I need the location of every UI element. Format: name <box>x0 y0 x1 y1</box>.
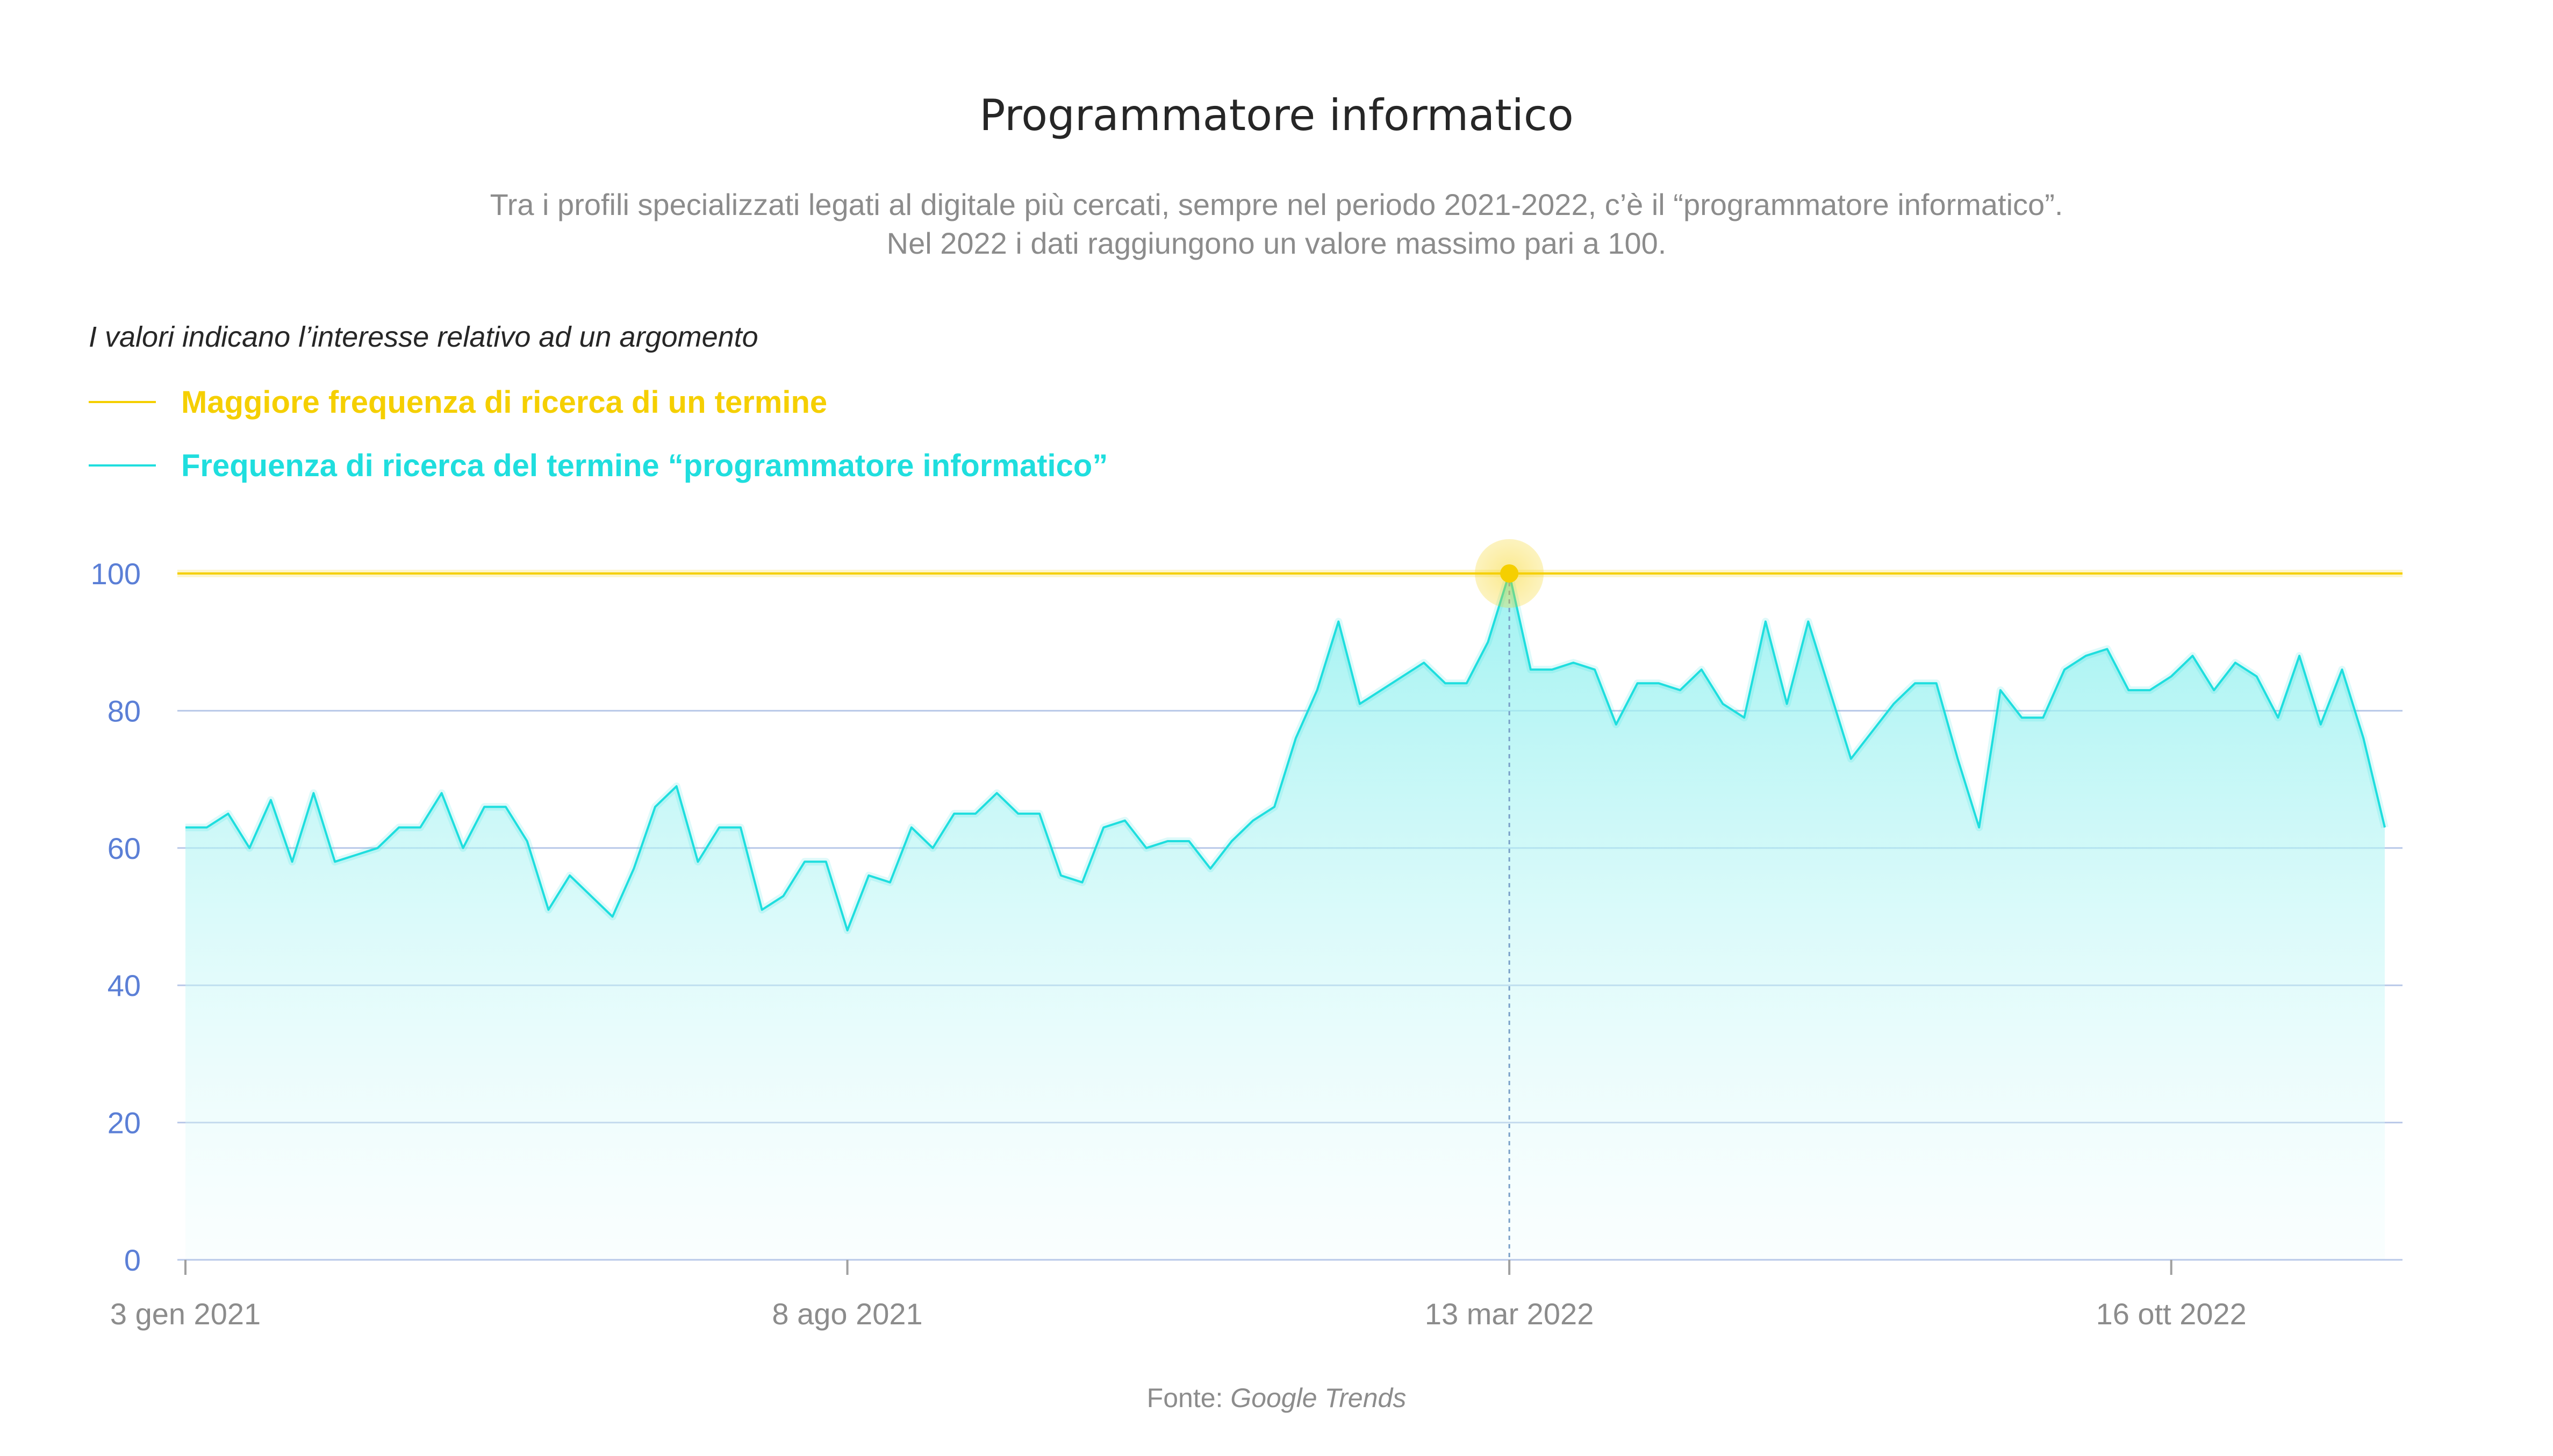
y-tick-label: 40 <box>107 969 141 1002</box>
y-tick-label: 0 <box>124 1243 141 1277</box>
source-note: Fonte: Google Trends <box>1147 1383 1407 1413</box>
series-line <box>185 572 2386 931</box>
y-tick-label: 100 <box>91 557 141 591</box>
peak-point <box>1500 564 1519 583</box>
source-prefix: Fonte: <box>1147 1383 1231 1413</box>
x-tick-label: 8 ago 2021 <box>772 1297 922 1331</box>
y-tick-label: 60 <box>107 831 141 865</box>
x-tick-label: 16 ott 2022 <box>2096 1297 2247 1331</box>
source-name: Google Trends <box>1230 1383 1406 1413</box>
peak-marker <box>1475 539 1544 1260</box>
x-axis: 3 gen 2021 8 ago 2021 13 mar 2022 16 ott 20… <box>110 1259 2403 1331</box>
chart-note: I valori indicano l’interesse relativo a… <box>89 321 758 353</box>
chart-title: Programmatore informatico <box>979 90 1574 140</box>
y-tick-label: 80 <box>107 694 141 728</box>
legend-label-highlight: Maggiore frequenza di ricerca di un term… <box>181 385 827 420</box>
chart-subtitle-line-2: Nel 2022 i dati raggiungono un valore ma… <box>887 226 1667 260</box>
y-axis: 0 20 40 60 80 100 <box>91 557 141 1277</box>
x-tick-label: 13 mar 2022 <box>1425 1297 1594 1331</box>
legend-label-series: Frequenza di ricerca del termine “progra… <box>181 448 1108 483</box>
series-area <box>185 570 2389 1260</box>
y-tick-label: 20 <box>107 1106 141 1140</box>
chart-subtitle-line-1: Tra i profili specializzati legati al di… <box>490 188 2063 221</box>
x-tick-label: 3 gen 2021 <box>110 1297 261 1331</box>
series-area-fill <box>185 573 2385 1260</box>
